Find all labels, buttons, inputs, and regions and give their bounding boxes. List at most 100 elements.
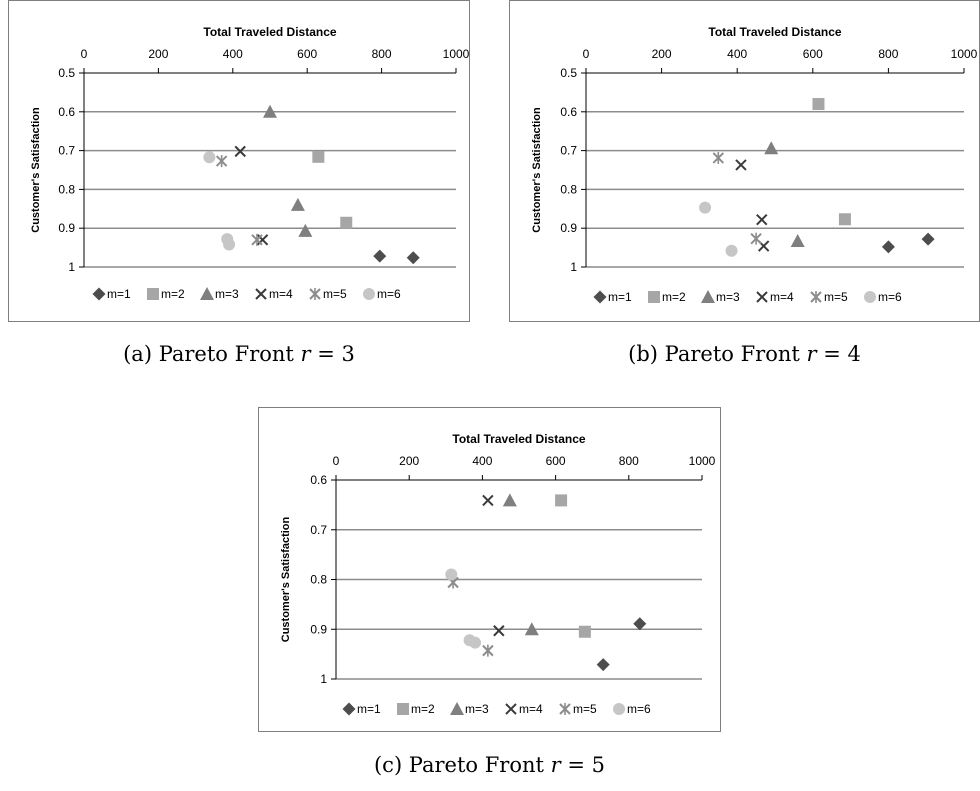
x-tick-label: 400 <box>223 47 243 61</box>
chart-panel-a: Total Traveled Distance 0.5 0.6 0.7 0.8 0.9 1 0… <box>8 0 470 322</box>
legend-label: m=2 <box>411 702 435 716</box>
legend-item-m6: m=6 <box>864 290 902 304</box>
caption-b-label: (b) Pareto Front <box>628 342 807 366</box>
legend-label: m=5 <box>573 702 597 716</box>
data-point-m1 <box>881 240 895 254</box>
legend-item-m3: m=3 <box>200 287 239 301</box>
caption-c: (c) Pareto Front r = 5 <box>258 753 721 777</box>
x-tick-label: 800 <box>619 454 639 468</box>
y-tick-label: 0.5 <box>58 66 75 80</box>
caption-a: (a) Pareto Front r = 3 <box>8 342 470 366</box>
x-tick-label: 200 <box>399 454 419 468</box>
legend-marker-m4 <box>505 703 517 715</box>
data-point-m2 <box>838 213 851 226</box>
y-tick-label: 0.9 <box>58 221 75 235</box>
legend-marker-m4 <box>255 288 267 300</box>
legend-item-m2: m=2 <box>648 290 686 304</box>
legend-item-m2: m=2 <box>397 702 435 716</box>
x-tick-label: 1000 <box>689 454 716 468</box>
legend-marker-m4 <box>756 291 768 303</box>
x-tick-label: 200 <box>148 47 168 61</box>
legend-marker-m2 <box>648 291 660 303</box>
caption-c-rest: = 5 <box>560 753 605 777</box>
legend-label: m=5 <box>824 290 848 304</box>
data-point-m4 <box>482 494 494 507</box>
data-point-m3 <box>524 622 539 636</box>
legend-label: m=2 <box>662 290 686 304</box>
y-axis-title: Customer's Satisfaction <box>531 107 543 233</box>
y-tick-label: 0.9 <box>310 622 327 636</box>
data-point-m3 <box>790 234 805 248</box>
data-point-m1 <box>596 658 610 672</box>
legend-label: m=5 <box>323 287 347 301</box>
x-tick-label: 1000 <box>951 47 978 61</box>
data-point-m3 <box>502 493 517 507</box>
caption-b: (b) Pareto Front r = 4 <box>509 342 980 366</box>
y-axis-title: Customer's Satisfaction <box>30 107 42 233</box>
legend-item-m3: m=3 <box>450 702 489 716</box>
legend-marker-m5 <box>810 291 822 303</box>
caption-b-rest: = 4 <box>816 342 861 366</box>
legend-marker-m1 <box>342 702 356 716</box>
legend-item-m1: m=1 <box>92 287 131 301</box>
legend-label: m=4 <box>770 290 794 304</box>
legend-marker-m5 <box>309 288 321 300</box>
x-tick-label: 400 <box>727 47 747 61</box>
legend-item-m1: m=1 <box>342 702 381 716</box>
legend-item-m4: m=4 <box>505 702 543 716</box>
data-point-m3 <box>263 104 277 118</box>
x-tick-label: 600 <box>546 454 566 468</box>
legend-marker-m1 <box>593 290 607 304</box>
x-tick-label: 0 <box>583 47 590 61</box>
x-tick-label: 1000 <box>443 47 470 61</box>
legend-item-m5: m=5 <box>309 287 347 301</box>
legend-label: m=6 <box>377 287 401 301</box>
legend-label: m=2 <box>161 287 185 301</box>
data-point-m4 <box>256 234 269 246</box>
legend-label: m=6 <box>627 702 651 716</box>
chart-panel-b: Total Traveled Distance 0.5 0.6 0.7 0.8 0.9 1 0… <box>509 0 980 322</box>
y-tick-label: 0.6 <box>58 105 75 119</box>
legend-item-m6: m=6 <box>363 287 401 301</box>
legend-item-m2: m=2 <box>147 287 185 301</box>
caption-c-label: (c) Pareto Front <box>373 753 551 777</box>
legend-label: m=1 <box>357 702 381 716</box>
data-point-m2 <box>812 98 825 111</box>
legend-label: m=3 <box>716 290 740 304</box>
legend-marker-m6 <box>363 288 375 300</box>
x-tick-label: 600 <box>803 47 823 61</box>
scatter-chart-b: Total Traveled Distance0.50.60.70.80.910… <box>531 25 978 304</box>
data-point-m5 <box>750 232 762 245</box>
legend-item-m3: m=3 <box>701 290 740 304</box>
data-point-m6 <box>223 238 236 251</box>
data-point-m3 <box>298 223 313 237</box>
caption-a-label: (a) Pareto Front <box>123 342 301 366</box>
y-axis-title: Customer's Satisfaction <box>280 516 292 642</box>
data-point-m6 <box>469 636 482 649</box>
data-point-m6 <box>699 201 712 214</box>
y-tick-label: 0.7 <box>560 144 577 158</box>
data-point-m2 <box>340 216 353 229</box>
y-tick-label: 0.7 <box>58 144 75 158</box>
y-tick-label: 1 <box>68 260 75 274</box>
data-point-m3 <box>764 141 779 155</box>
x-tick-label: 800 <box>878 47 898 61</box>
caption-a-var: r <box>300 342 311 366</box>
legend-marker-m3 <box>200 287 214 300</box>
legend-marker-m1 <box>92 287 106 301</box>
legend-label: m=4 <box>519 702 543 716</box>
data-point-m1 <box>633 617 647 631</box>
data-point-m3 <box>290 197 305 211</box>
y-tick-label: 0.5 <box>560 66 577 80</box>
legend-marker-m6 <box>613 703 625 715</box>
data-point-m4 <box>234 145 246 158</box>
legend-item-m5: m=5 <box>559 702 597 716</box>
x-tick-label: 600 <box>297 47 317 61</box>
data-point-m1 <box>406 251 420 265</box>
legend-label: m=3 <box>465 702 489 716</box>
legend-marker-m5 <box>559 703 571 715</box>
caption-c-var: r <box>550 753 561 777</box>
legend-marker-m6 <box>864 291 876 303</box>
legend-marker-m3 <box>701 290 715 303</box>
data-point-m1 <box>373 249 387 263</box>
